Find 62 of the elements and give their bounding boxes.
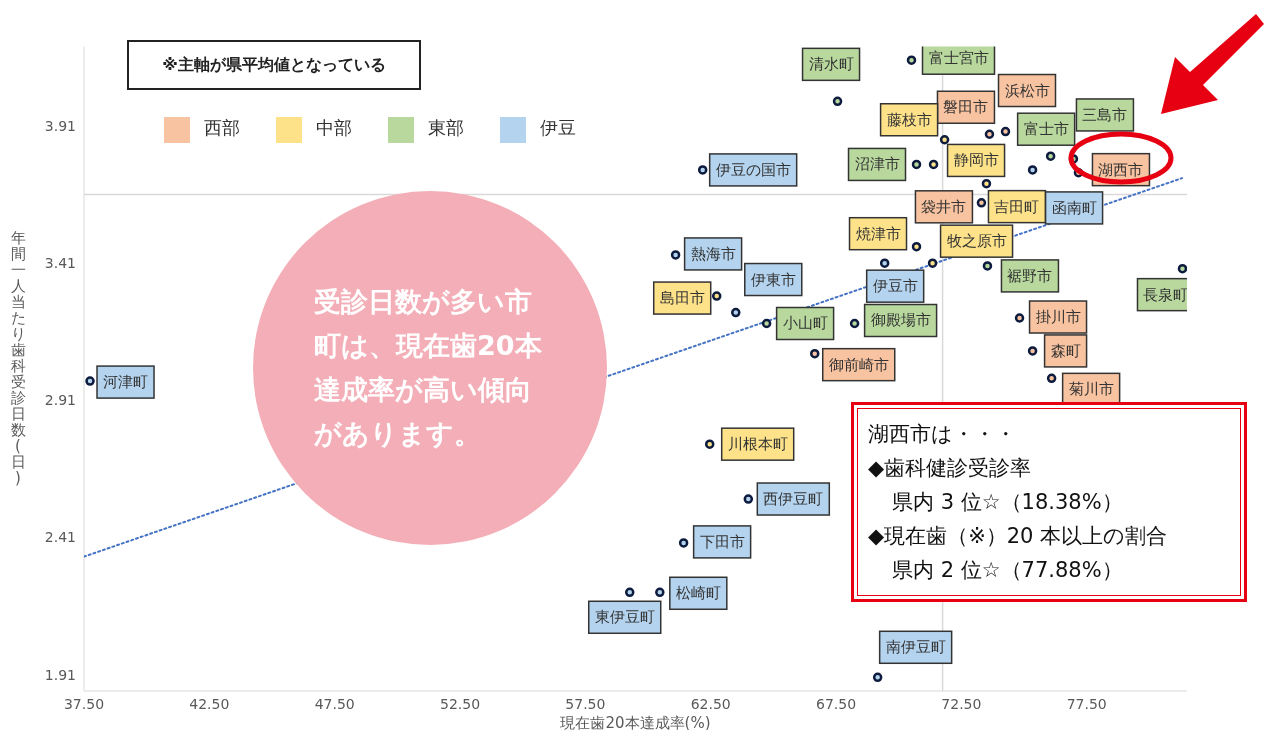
annotation: ◆歯科健診受診率 xyxy=(868,456,1032,480)
data-label: 川根本町 xyxy=(727,435,788,454)
legend-label: 中部 xyxy=(316,117,352,138)
annotation: 県内 2 位☆（77.88%） xyxy=(892,558,1123,582)
x-tick-label: 67.50 xyxy=(816,695,857,712)
data-label: 熱海市 xyxy=(690,244,736,263)
data-label: 富士市 xyxy=(1023,120,1069,139)
data-label: 静岡市 xyxy=(953,151,999,170)
data-label: 島田市 xyxy=(659,289,705,308)
x-tick-label: 57.50 xyxy=(565,695,606,712)
data-label: 富士宮市 xyxy=(928,49,989,68)
x-tick-label: 72.50 xyxy=(941,695,982,712)
data-label: 松崎町 xyxy=(675,584,721,603)
data-label: 菊川市 xyxy=(1068,380,1114,399)
data-label: 袋井市 xyxy=(921,197,967,216)
legend-label: 西部 xyxy=(204,117,240,138)
note-box: ※主軸が県平均値となっている xyxy=(127,40,421,90)
data-label: 下田市 xyxy=(699,532,745,551)
data-label: 南伊豆町 xyxy=(885,638,946,657)
data-label: 三島市 xyxy=(1082,105,1128,124)
annotation: 受診日数が多い市町は、現在歯20本達成率が高い傾向があります。 xyxy=(314,285,543,451)
legend-label: 東部 xyxy=(428,117,464,138)
x-axis-title: 現在歯20本達成率(%) xyxy=(560,714,711,732)
data-label: 河津町 xyxy=(103,373,149,392)
data-label: 函南町 xyxy=(1051,198,1097,217)
data-label: 御前崎市 xyxy=(828,355,889,374)
data-label: 吉田町 xyxy=(994,197,1040,216)
data-label: 牧之原市 xyxy=(946,232,1007,251)
annotation: ◆現在歯（※）20 本以上の割合 xyxy=(868,524,1168,548)
data-label: 森町 xyxy=(1050,341,1081,360)
x-tick-label: 37.50 xyxy=(63,695,105,712)
x-tick-label: 42.50 xyxy=(189,695,230,712)
y-tick-label: 3.41 xyxy=(44,255,76,272)
data-label: 伊豆の国市 xyxy=(715,160,791,179)
y-tick-label: 2.91 xyxy=(44,392,76,409)
data-label: 焼津市 xyxy=(855,224,901,243)
y-tick-label: 3.91 xyxy=(44,118,76,134)
data-label: 小山町 xyxy=(782,314,828,333)
x-tick-label: 62.50 xyxy=(690,695,731,712)
data-label: 伊東市 xyxy=(750,270,796,289)
y-tick-label: 2.41 xyxy=(44,529,76,546)
data-label: 御殿場市 xyxy=(870,311,931,330)
annotation: 湖西市は・・・ xyxy=(868,422,1016,446)
x-tick-label: 47.50 xyxy=(314,695,355,712)
data-label: 藤枝市 xyxy=(886,110,932,129)
text: 年間一人当たり歯科受診日数(日) xyxy=(10,229,26,487)
x-tick-label: 52.50 xyxy=(439,695,481,712)
data-label: 西伊豆町 xyxy=(763,490,824,509)
data-label: 湖西市 xyxy=(1098,160,1144,179)
y-tick-label: 1.91 xyxy=(44,666,76,683)
circle-callout: 受診日数が多い市町は、現在歯20本達成率が高い傾向があります。 xyxy=(253,191,607,545)
data-label: 伊豆市 xyxy=(872,277,918,296)
data-label: 浜松市 xyxy=(1004,81,1050,100)
legend-label: 伊豆 xyxy=(540,117,576,138)
data-label: 清水町 xyxy=(808,55,854,74)
data-label: 磐田市 xyxy=(943,98,989,117)
data-label: 東伊豆町 xyxy=(594,608,655,627)
data-label: 沼津市 xyxy=(854,155,900,174)
data-label: 裾野市 xyxy=(1007,266,1053,285)
data-label: 掛川市 xyxy=(1035,308,1081,327)
x-tick-label: 77.50 xyxy=(1066,695,1107,712)
annotation: 県内 3 位☆（18.38%） xyxy=(892,490,1123,514)
